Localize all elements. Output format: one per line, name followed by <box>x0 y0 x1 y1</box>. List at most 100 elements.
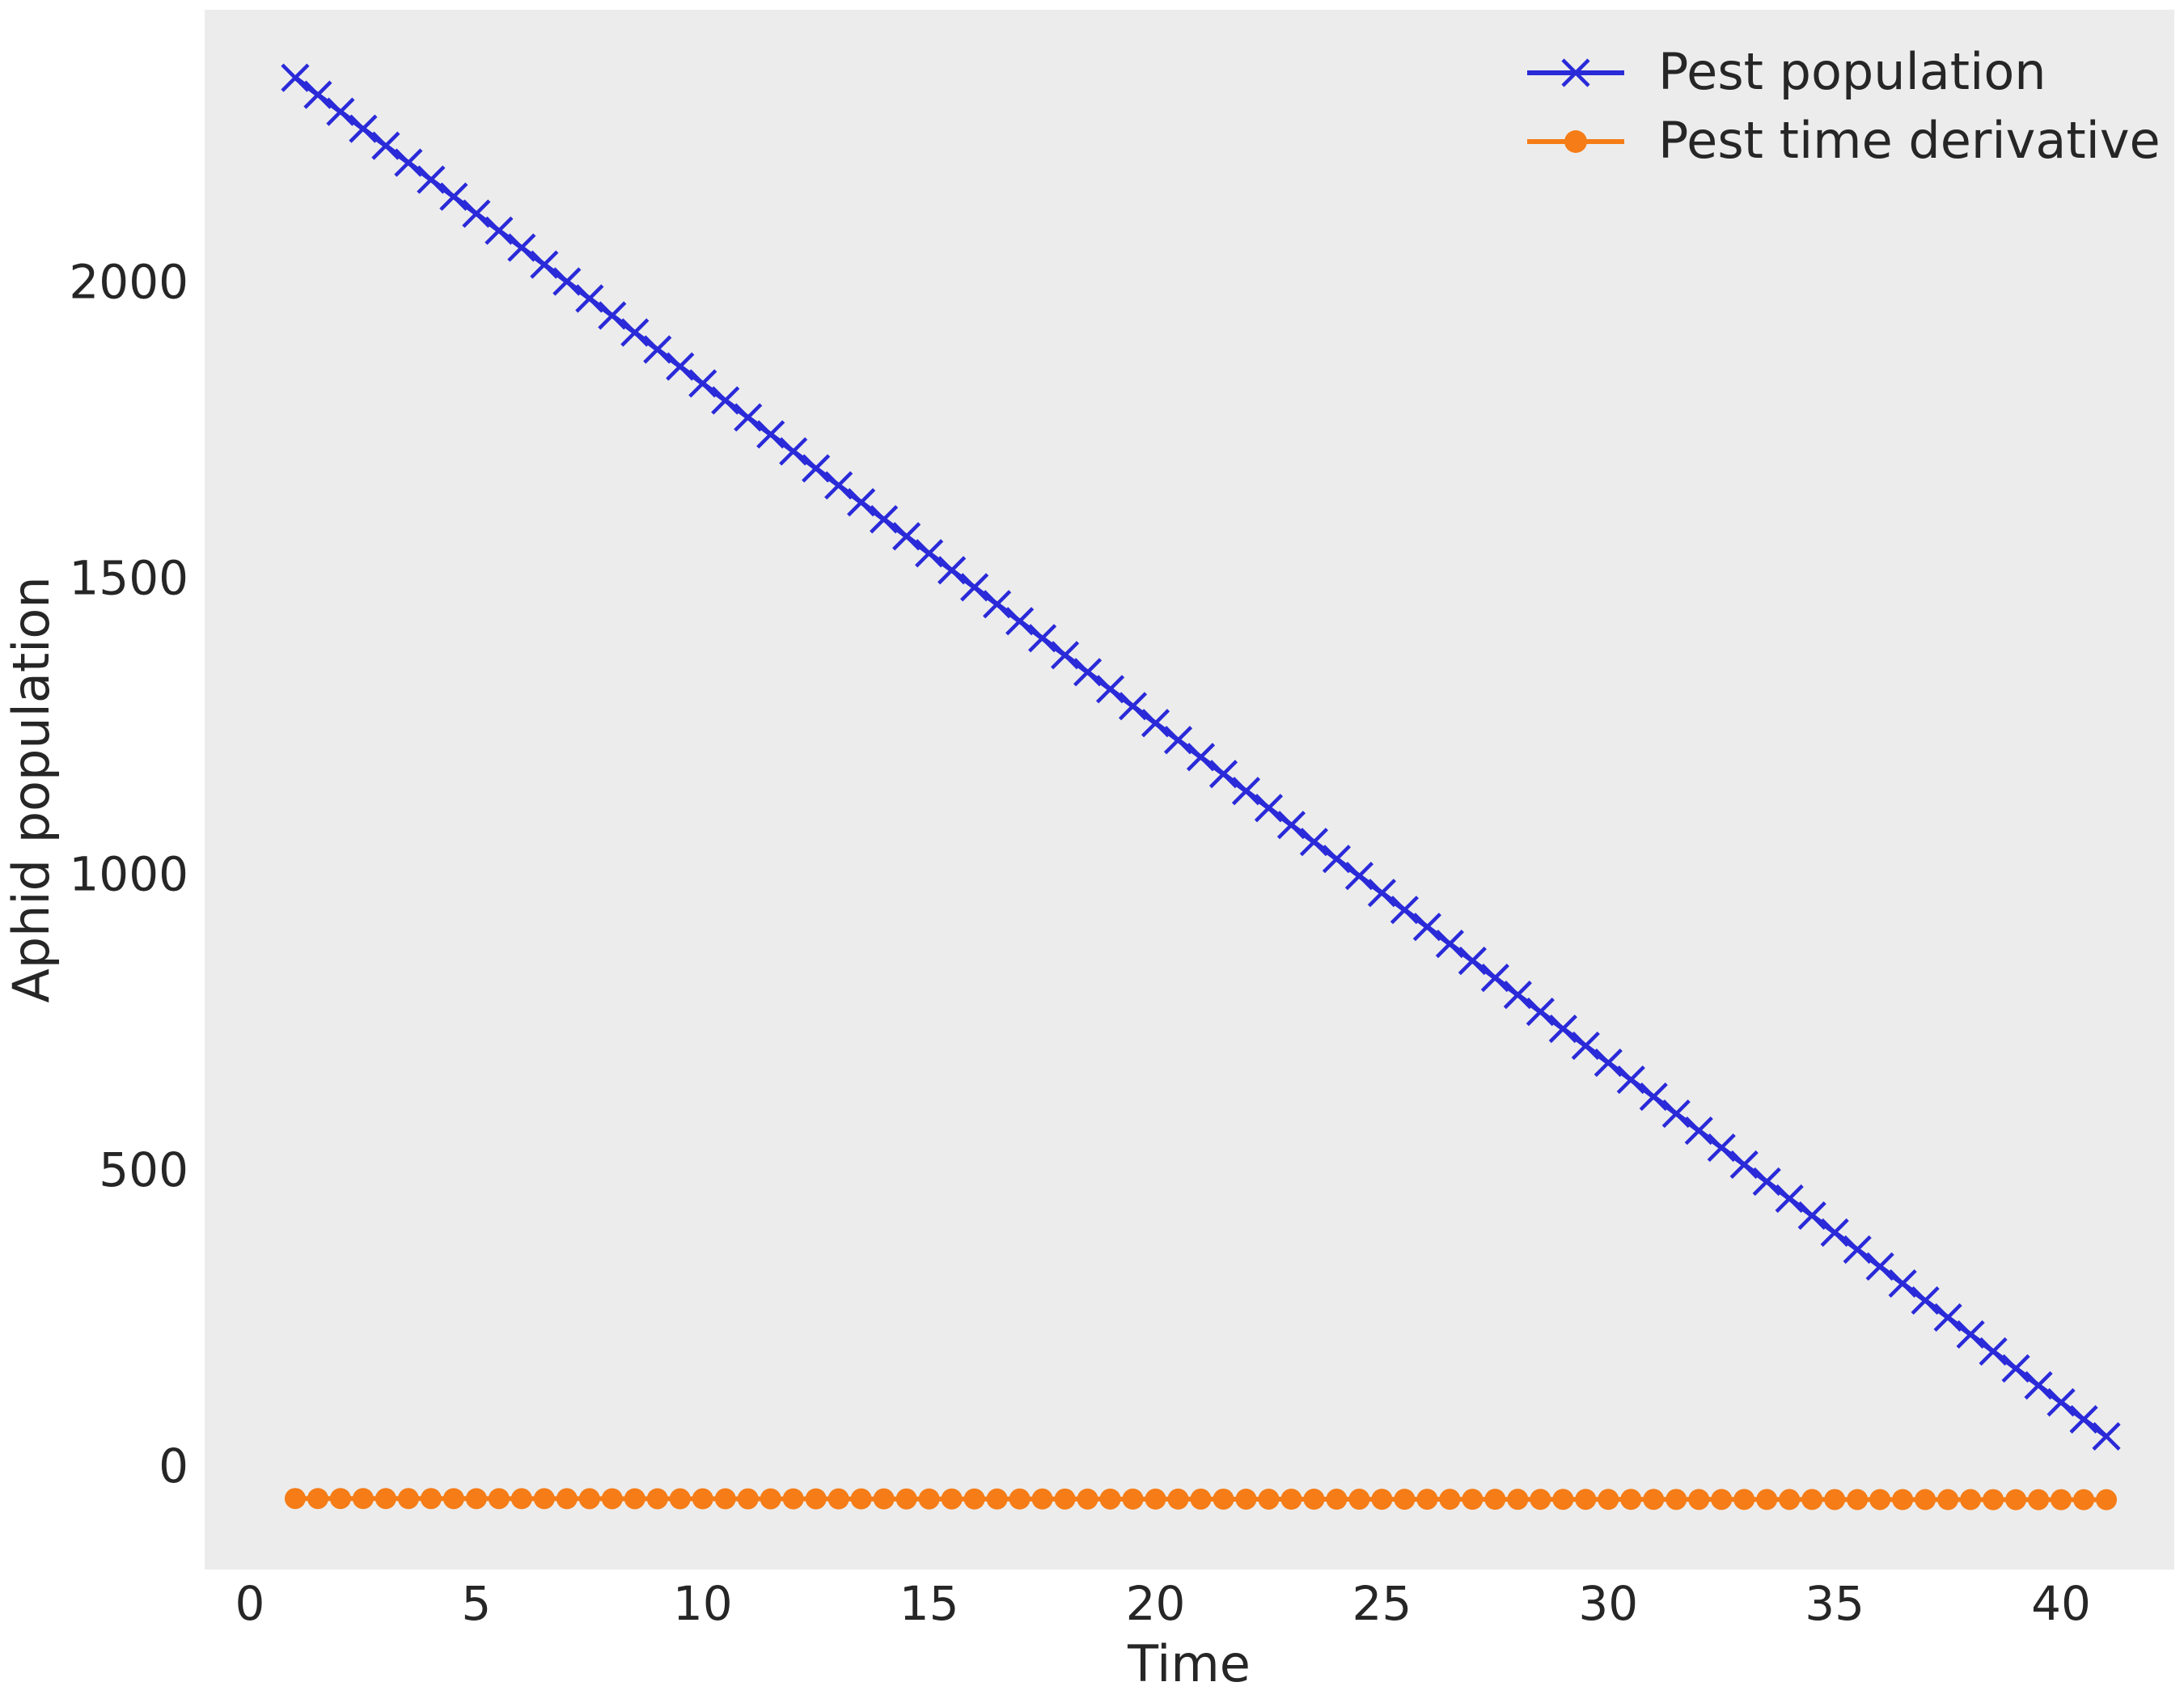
legend-label-pest-population: Pest population <box>1658 42 2046 101</box>
data-point <box>1303 1489 1325 1510</box>
data-point <box>1548 1015 1577 1044</box>
data-point <box>1231 777 1261 806</box>
data-point <box>1733 1489 1755 1510</box>
data-point <box>1141 709 1170 738</box>
data-point <box>2005 1489 2027 1510</box>
y-axis-label: Aphid population <box>2 576 61 1002</box>
data-point <box>1594 1048 1623 1078</box>
data-point <box>1167 1488 1189 1510</box>
data-point <box>1729 1150 1759 1180</box>
data-point <box>802 454 831 483</box>
data-point <box>1979 1337 2008 1366</box>
y-tick-label: 1000 <box>69 846 188 901</box>
data-point <box>1145 1488 1166 1510</box>
x-tick-label: 40 <box>2031 1576 2091 1631</box>
data-point <box>1661 1099 1691 1129</box>
data-point <box>1937 1489 1959 1510</box>
x-tick-label: 10 <box>673 1576 733 1631</box>
data-point <box>533 1488 555 1510</box>
data-point <box>326 97 355 126</box>
data-point <box>1190 1488 1212 1510</box>
data-point <box>1801 1489 1823 1510</box>
data-point <box>485 216 514 245</box>
data-point <box>2073 1489 2095 1510</box>
data-point <box>895 1488 917 1510</box>
data-point <box>711 386 740 415</box>
data-point <box>620 318 650 347</box>
legend-marker-pest-population <box>1561 58 1590 87</box>
data-point <box>688 369 717 398</box>
data-point <box>1118 692 1148 721</box>
data-point <box>284 1488 306 1510</box>
data-point <box>1416 1489 1438 1510</box>
data-point <box>850 1488 872 1510</box>
data-point <box>578 1488 600 1510</box>
data-point <box>963 1488 985 1510</box>
data-point <box>1073 658 1103 687</box>
data-point <box>646 1488 668 1510</box>
data-point <box>1843 1235 1872 1265</box>
data-point <box>734 403 763 432</box>
y-tick-labels: 0 500 1000 1500 2000 <box>69 255 188 1494</box>
y-tick-label: 500 <box>99 1142 188 1197</box>
data-point <box>1711 1489 1733 1510</box>
data-point <box>1571 1031 1600 1061</box>
data-point <box>1824 1489 1846 1510</box>
data-point <box>760 1488 781 1510</box>
data-point <box>417 165 446 194</box>
data-point <box>960 573 989 602</box>
data-point <box>1462 1489 1484 1510</box>
data-point <box>1322 845 1352 874</box>
data-point <box>1235 1488 1257 1510</box>
data-point <box>1820 1218 1849 1248</box>
data-point <box>983 590 1012 619</box>
data-point <box>870 505 899 534</box>
data-point <box>1639 1082 1668 1112</box>
data-point <box>601 1488 623 1510</box>
data-point <box>1752 1167 1781 1197</box>
data-point <box>1960 1489 1982 1510</box>
data-point <box>575 284 604 313</box>
data-point <box>1888 1269 1917 1299</box>
data-point <box>397 1488 419 1510</box>
data-point <box>624 1488 645 1510</box>
data-point <box>915 539 944 568</box>
data-point <box>530 250 559 279</box>
data-point <box>1616 1065 1645 1095</box>
data-point <box>827 1488 849 1510</box>
data-point <box>1530 1489 1551 1510</box>
data-point <box>349 114 378 143</box>
data-point <box>918 1488 940 1510</box>
data-point <box>1254 794 1284 823</box>
x-tick-label: 30 <box>1578 1576 1638 1631</box>
data-point <box>737 1488 759 1510</box>
data-point <box>1344 862 1374 891</box>
data-point <box>1643 1489 1665 1510</box>
y-tick-label: 2000 <box>69 255 188 310</box>
data-point <box>666 352 695 381</box>
data-point <box>1933 1303 1962 1333</box>
data-point <box>1326 1489 1348 1510</box>
data-point <box>2024 1371 2053 1400</box>
data-point <box>873 1488 895 1510</box>
series-markers-pest-population <box>281 63 2121 1451</box>
x-tick-labels: 0 5 10 15 20 25 30 35 40 <box>235 1576 2091 1631</box>
data-point <box>938 556 967 585</box>
data-point <box>1031 1488 1053 1510</box>
series-markers-pest-time-derivative <box>284 1488 2118 1510</box>
data-point <box>303 80 332 109</box>
data-point <box>1027 624 1057 653</box>
data-point <box>1005 607 1035 636</box>
data-point <box>1892 1489 1914 1510</box>
x-tick-label: 25 <box>1352 1576 1412 1631</box>
data-point <box>1598 1489 1619 1510</box>
data-point <box>462 199 491 228</box>
data-point <box>1122 1488 1144 1510</box>
data-point <box>420 1488 442 1510</box>
x-tick-label: 5 <box>461 1576 491 1631</box>
data-point <box>1348 1489 1370 1510</box>
data-point <box>1186 743 1216 772</box>
x-tick-label: 35 <box>1805 1576 1864 1631</box>
data-point <box>805 1488 827 1510</box>
